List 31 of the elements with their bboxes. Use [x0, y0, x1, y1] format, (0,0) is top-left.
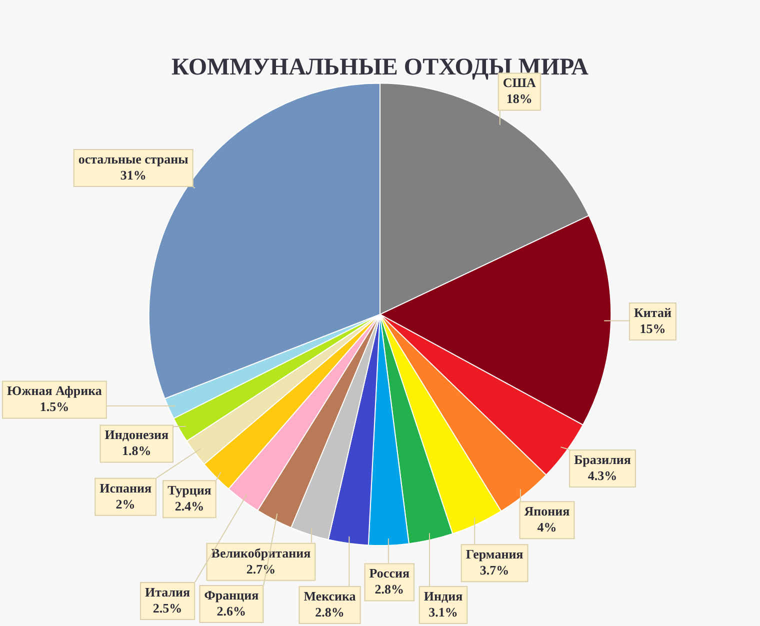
data-label: 2% — [116, 496, 136, 512]
data-label: 2.4% — [174, 498, 204, 514]
data-label: 3.7% — [480, 562, 510, 578]
data-label: 15% — [640, 320, 666, 336]
data-label: 3.1% — [428, 604, 458, 620]
slice-label: Индия — [424, 588, 463, 604]
data-label: 1.5% — [40, 399, 70, 414]
data-label: 31% — [120, 167, 146, 182]
slice-label: Россия — [369, 566, 410, 581]
slice-label: остальные страны — [78, 151, 188, 166]
slice-label: Китай — [634, 304, 672, 320]
slice-label: Великобритания — [211, 545, 311, 560]
slice-label: Испания — [100, 480, 152, 496]
data-label: 2.7% — [246, 561, 276, 576]
slice-label: Мексика — [304, 588, 356, 604]
slice-label: Индонезия — [104, 427, 168, 442]
data-label: 2.5% — [152, 600, 182, 616]
slice-label: Южная Африка — [6, 383, 102, 398]
slice-label: Франция — [204, 587, 259, 602]
slice-label: Италия — [144, 584, 190, 600]
data-label: 4.3% — [588, 468, 618, 483]
slice-label: Германия — [466, 546, 524, 562]
data-label: 1.8% — [122, 443, 152, 458]
slice-label: Бразилия — [574, 452, 631, 467]
data-label: 18% — [506, 91, 532, 106]
slice-label: Япония — [524, 503, 570, 518]
data-label: 4% — [537, 519, 557, 534]
data-label: 2.6% — [216, 603, 246, 618]
data-label: 2.8% — [374, 582, 404, 597]
slice-label: Турция — [168, 482, 212, 498]
data-label: 2.8% — [315, 604, 344, 620]
